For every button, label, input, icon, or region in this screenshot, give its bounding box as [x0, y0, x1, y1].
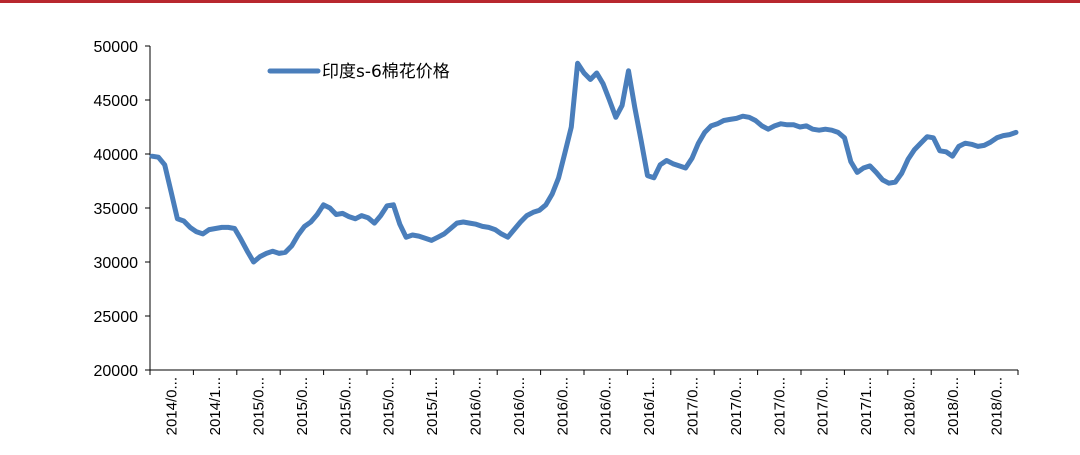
y-tick-label: 30000 [94, 255, 139, 272]
x-tick-label: 2018/0... [945, 377, 962, 435]
x-tick-label: 2016/1... [641, 377, 658, 435]
x-tick-label: 2017/0... [771, 377, 788, 435]
x-axis-ticks: 2014/0... 2014/1... 2015/0... 2015/0... 2015… [149, 370, 1019, 435]
x-tick-label: 2014/1... [207, 377, 224, 435]
x-tick-label: 2017/0... [728, 377, 745, 435]
series-line-india-s6-cotton [149, 60, 1019, 265]
y-tick-label: 25000 [94, 309, 139, 326]
x-tick-label: 2017/0... [685, 377, 702, 435]
x-tick-label: 2017/0... [815, 377, 832, 435]
x-tick-label: 2015/0... [251, 377, 268, 435]
x-tick-label: 2014/0... [164, 377, 181, 435]
y-tick-label: 45000 [94, 93, 139, 110]
x-tick-label: 2016/0... [468, 377, 485, 435]
legend-label: 印度s-6棉花价格 [322, 62, 450, 82]
x-tick-label: 2017/1... [858, 377, 875, 435]
legend: 印度s-6棉花价格 [267, 62, 450, 82]
x-tick-label: 2018/0... [902, 377, 919, 435]
y-tick-label: 40000 [94, 147, 139, 164]
y-tick-label: 20000 [94, 363, 139, 380]
y-tick-label: 35000 [94, 201, 139, 218]
x-tick-label: 2015/0... [337, 377, 354, 435]
x-tick-label: 2015/0... [381, 377, 398, 435]
x-tick-label: 2015/0... [294, 377, 311, 435]
x-tick-label: 2015/1... [424, 377, 441, 435]
x-tick-label: 2016/0... [511, 377, 528, 435]
y-axis-ticks: 50000 45000 40000 35000 30000 25000 20000 [94, 39, 150, 380]
y-tick-label: 50000 [94, 39, 139, 56]
x-tick-label: 2018/0... [988, 377, 1005, 435]
x-tick-label: 2016/0... [598, 377, 615, 435]
top-rule [0, 0, 1080, 3]
x-tick-label: 2016/0... [554, 377, 571, 435]
